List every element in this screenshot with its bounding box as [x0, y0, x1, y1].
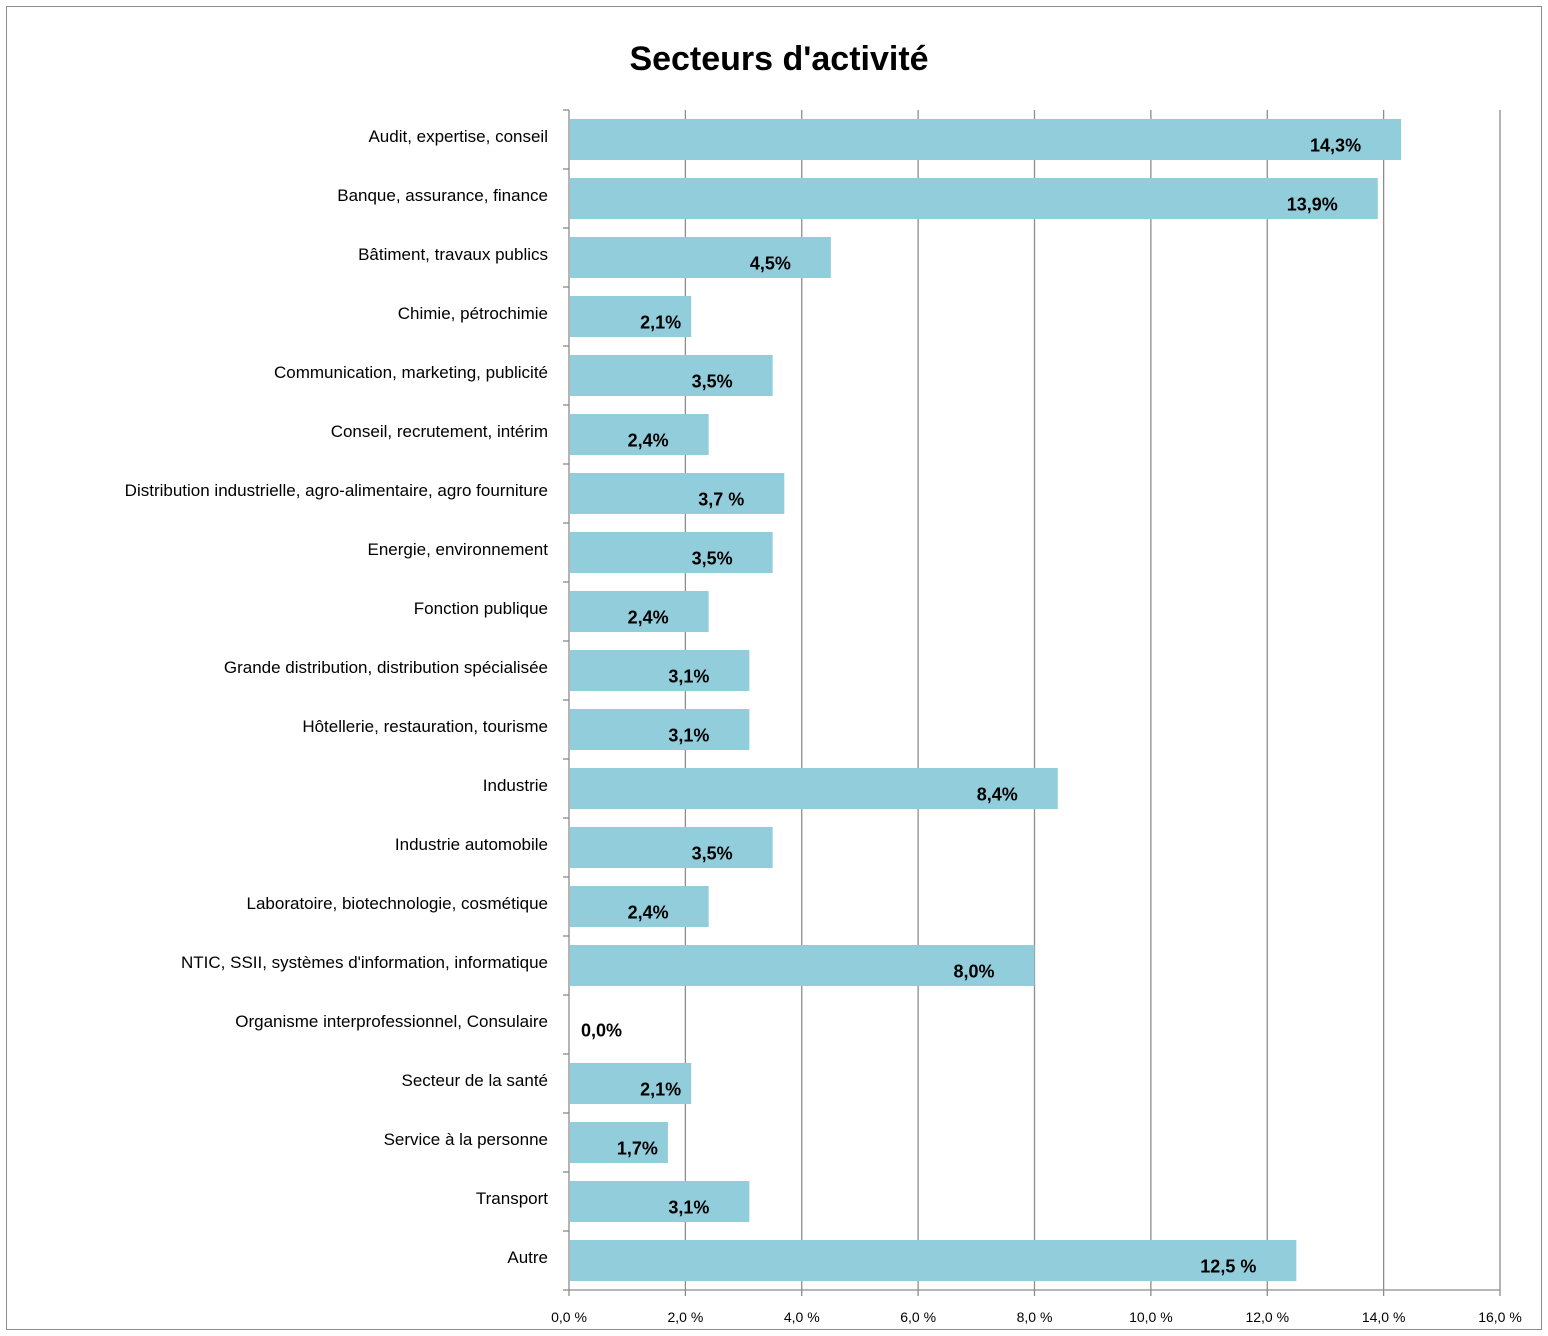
bar — [570, 355, 773, 396]
data-label: 3,1% — [668, 666, 709, 686]
data-label: 3,5% — [692, 843, 733, 863]
x-tick-label: 16,0 % — [1478, 1309, 1522, 1325]
axes — [563, 109, 1501, 1296]
bar — [570, 473, 785, 514]
x-tick-label: 10,0 % — [1129, 1309, 1173, 1325]
category-label: Service à la personne — [384, 1130, 548, 1149]
x-tick-label: 14,0 % — [1362, 1309, 1406, 1325]
chart-title: Secteurs d'activité — [629, 40, 928, 78]
category-label: Distribution industrielle, agro-alimenta… — [125, 481, 548, 500]
bar — [570, 827, 773, 868]
bar — [570, 650, 750, 691]
category-label: Conseil, recrutement, intérim — [331, 422, 548, 441]
x-tick-label: 0,0 % — [551, 1309, 587, 1325]
bar — [570, 1240, 1297, 1281]
category-label: Autre — [507, 1248, 548, 1267]
data-label: 3,1% — [668, 1197, 709, 1217]
x-tick-label: 8,0 % — [1017, 1309, 1053, 1325]
bar — [570, 591, 709, 632]
category-label: Transport — [476, 1189, 548, 1208]
labels: 0,0 % 2,0 % 4,0 % 6,0 % 8,0 % 10,0 % 12,0 % 14,… — [125, 127, 1522, 1325]
x-tick-label: 4,0 % — [784, 1309, 820, 1325]
bar — [570, 296, 692, 337]
data-label: 3,5% — [692, 548, 733, 568]
category-label: Industrie — [483, 776, 548, 795]
category-label: Industrie automobile — [395, 835, 548, 854]
category-label: Chimie, pétrochimie — [398, 304, 548, 323]
data-label: 2,4% — [628, 607, 669, 627]
data-label: 12,5 % — [1200, 1256, 1256, 1276]
bar — [570, 178, 1378, 219]
category-label: Communication, marketing, publicité — [274, 363, 548, 382]
bar — [570, 414, 709, 455]
bar — [570, 1063, 692, 1104]
category-label: Audit, expertise, conseil — [368, 127, 548, 146]
category-label: Energie, environnement — [367, 540, 548, 559]
category-label: Laboratoire, biotechnologie, cosmétique — [247, 894, 548, 913]
bar — [570, 945, 1035, 986]
data-label: 3,5% — [692, 371, 733, 391]
data-label: 3,7 % — [698, 489, 744, 509]
bar — [570, 119, 1402, 160]
data-label: 2,1% — [640, 1079, 681, 1099]
data-label: 4,5% — [750, 253, 791, 273]
data-label: 3,1% — [668, 725, 709, 745]
grid-lines — [684, 110, 1501, 1290]
category-label: Fonction publique — [414, 599, 548, 618]
data-label: 0,0% — [581, 1020, 622, 1040]
data-label: 2,4% — [628, 430, 669, 450]
category-label: NTIC, SSII, systèmes d'information, info… — [181, 953, 548, 972]
bar — [570, 532, 773, 573]
data-label: 2,1% — [640, 312, 681, 332]
bars — [570, 119, 1402, 1281]
bar — [570, 1122, 668, 1163]
x-tick-label: 6,0 % — [900, 1309, 936, 1325]
category-label: Hôtellerie, restauration, tourisme — [302, 717, 548, 736]
category-label: Secteur de la santé — [402, 1071, 548, 1090]
data-label: 2,4% — [628, 902, 669, 922]
category-label: Banque, assurance, finance — [337, 186, 548, 205]
bar — [570, 1181, 750, 1222]
category-label: Bâtiment, travaux publics — [358, 245, 548, 264]
chart-frame — [6, 6, 1542, 1330]
bar — [570, 886, 709, 927]
category-label: Organisme interprofessionnel, Consulaire — [235, 1012, 548, 1031]
bar — [570, 237, 831, 278]
data-label: 8,0% — [953, 961, 994, 981]
bar — [570, 709, 750, 750]
data-label: 1,7% — [617, 1138, 658, 1158]
bar — [570, 768, 1058, 809]
data-label: 13,9% — [1287, 194, 1338, 214]
x-tick-label: 12,0 % — [1245, 1309, 1289, 1325]
x-tick-label: 2,0 % — [667, 1309, 703, 1325]
category-label: Grande distribution, distribution spécia… — [224, 658, 548, 677]
data-label: 8,4% — [977, 784, 1018, 804]
data-label: 14,3% — [1310, 135, 1361, 155]
